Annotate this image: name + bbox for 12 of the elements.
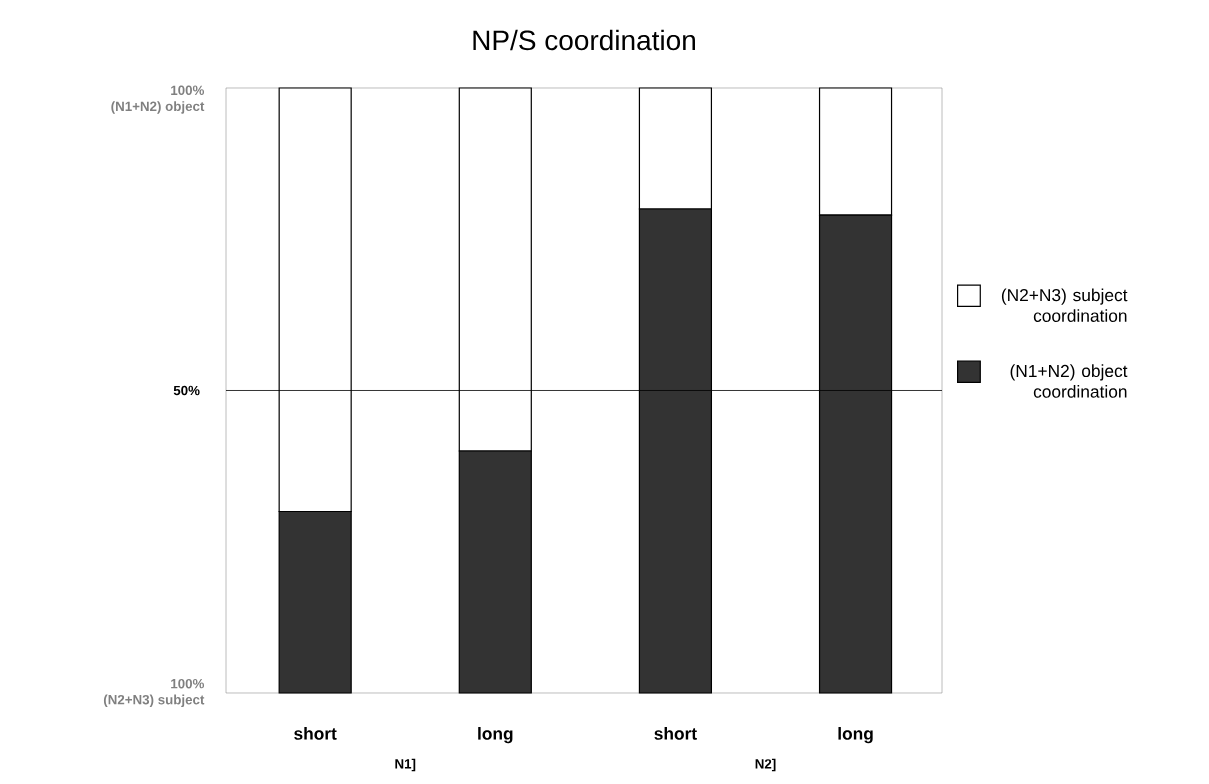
- text: 100% (N1+N2) object: [111, 85, 205, 114]
- x-tick-label: short: [294, 727, 337, 740]
- legend-label: (N1+N2) object coordination: [1010, 364, 1128, 398]
- chart-title: NP/S coordination: [473, 29, 695, 51]
- x-tick-label: long: [478, 727, 513, 744]
- text: N1]: [395, 758, 416, 772]
- x-tick-label: long: [838, 727, 873, 744]
- text: N2]: [755, 758, 776, 772]
- legend-label: (N2+N3) subject coordination: [1001, 288, 1128, 322]
- x-tick-label: short: [654, 727, 697, 740]
- text: 100% (N2+N3) subject: [103, 678, 205, 708]
- ref-line-label: 50%: [173, 385, 200, 396]
